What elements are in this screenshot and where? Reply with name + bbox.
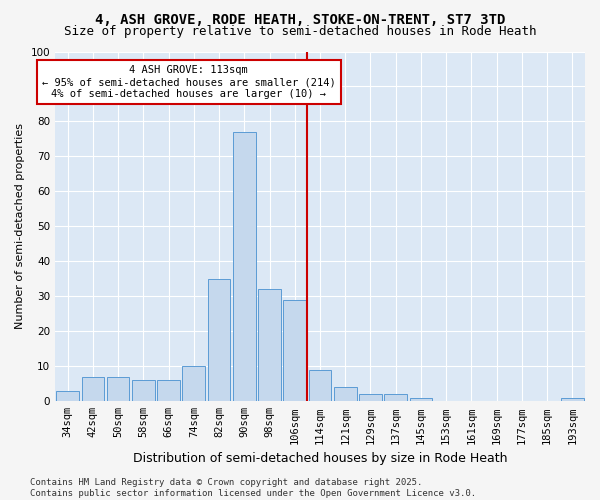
- Text: Contains HM Land Registry data © Crown copyright and database right 2025.
Contai: Contains HM Land Registry data © Crown c…: [30, 478, 476, 498]
- Bar: [334, 388, 356, 402]
- Bar: [359, 394, 382, 402]
- Text: 4 ASH GROVE: 113sqm
← 95% of semi-detached houses are smaller (214)
4% of semi-d: 4 ASH GROVE: 113sqm ← 95% of semi-detach…: [42, 66, 335, 98]
- Bar: [385, 394, 407, 402]
- Bar: [182, 366, 205, 402]
- Text: 4, ASH GROVE, RODE HEATH, STOKE-ON-TRENT, ST7 3TD: 4, ASH GROVE, RODE HEATH, STOKE-ON-TRENT…: [95, 12, 505, 26]
- Bar: [82, 377, 104, 402]
- Bar: [56, 391, 79, 402]
- X-axis label: Distribution of semi-detached houses by size in Rode Heath: Distribution of semi-detached houses by …: [133, 452, 507, 465]
- Bar: [561, 398, 584, 402]
- Text: Size of property relative to semi-detached houses in Rode Heath: Size of property relative to semi-detach…: [64, 25, 536, 38]
- Bar: [233, 132, 256, 402]
- Bar: [132, 380, 155, 402]
- Bar: [410, 398, 433, 402]
- Bar: [107, 377, 130, 402]
- Bar: [157, 380, 180, 402]
- Bar: [258, 290, 281, 402]
- Bar: [208, 279, 230, 402]
- Bar: [283, 300, 306, 402]
- Bar: [308, 370, 331, 402]
- Y-axis label: Number of semi-detached properties: Number of semi-detached properties: [15, 124, 25, 330]
